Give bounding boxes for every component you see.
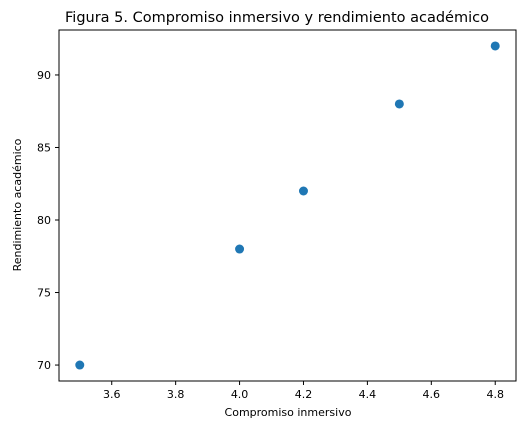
data-points <box>75 41 500 370</box>
plot-frame <box>58 29 517 382</box>
x-axis-label: Compromiso inmersivo <box>225 406 352 419</box>
data-point <box>298 186 308 196</box>
data-point <box>75 360 85 370</box>
x-axis: 3.6 3.8 4.0 4.2 4.4 4.6 4.8 <box>103 381 504 401</box>
y-tick-label: 80 <box>37 214 51 227</box>
y-axis: 70 75 80 85 90 <box>37 69 59 372</box>
y-axis-label: Rendimiento académico <box>11 138 24 271</box>
x-tick-label: 4.8 <box>486 388 504 401</box>
x-tick-label: 4.0 <box>231 388 249 401</box>
x-tick-label: 4.6 <box>423 388 441 401</box>
y-tick-label: 70 <box>37 359 51 372</box>
x-tick-label: 3.6 <box>103 388 121 401</box>
data-point <box>490 41 500 51</box>
x-tick-label: 4.4 <box>359 388 377 401</box>
y-tick-label: 85 <box>37 141 51 154</box>
y-tick-label: 75 <box>37 287 51 300</box>
chart-title: Figura 5. Compromiso inmersivo y rendimi… <box>65 10 489 26</box>
data-point <box>235 244 245 254</box>
data-point <box>394 99 404 109</box>
x-tick-label: 4.2 <box>295 388 313 401</box>
x-tick-label: 3.8 <box>167 388 185 401</box>
y-tick-label: 90 <box>37 69 51 82</box>
